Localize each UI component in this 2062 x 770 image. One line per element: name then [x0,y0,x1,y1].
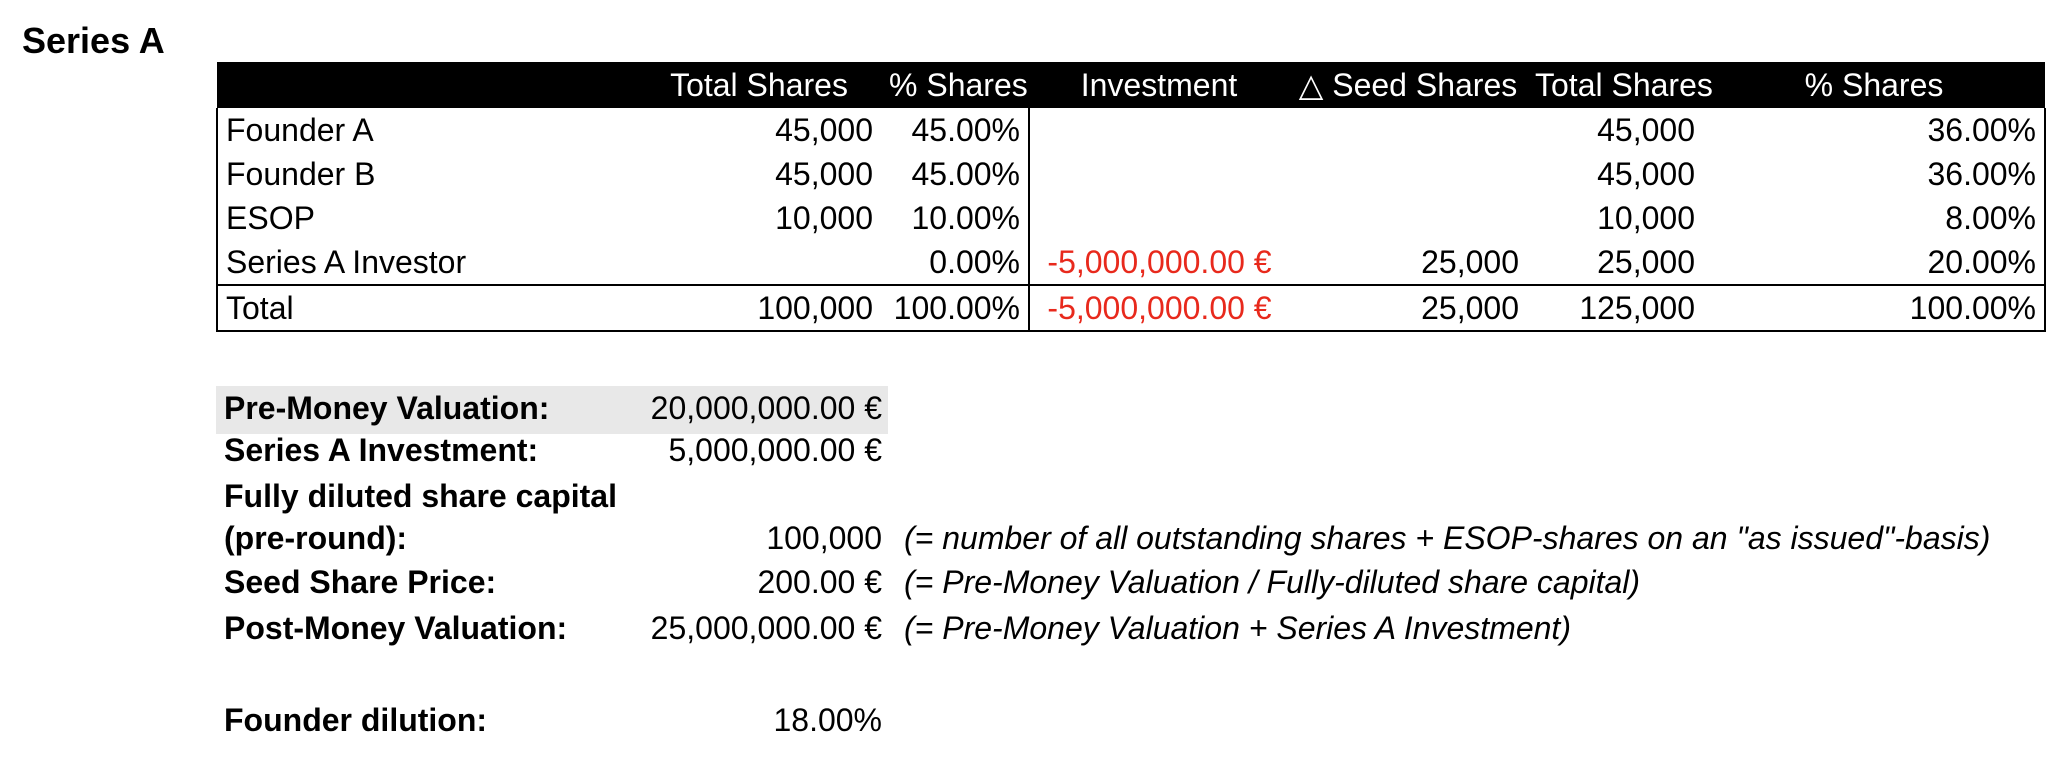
row-pct-shares-post: 36.00% [1703,108,2046,152]
total-total-shares: 100,000 [637,284,881,332]
header-empty [217,62,637,108]
row-name: Founder B [216,152,637,196]
table-header-row: Total Shares % Shares Investment △ Seed … [217,62,2045,108]
row-total-shares-post: 10,000 [1597,200,1695,236]
cap-table: Total Shares % Shares Investment △ Seed … [216,62,2046,332]
table-row: Founder A 45,000 45.00% 45,000 36.00% [216,108,2046,152]
header-total-shares: Total Shares [637,62,881,108]
row-total-shares: 45,000 [775,156,873,192]
total-pct-shares: 100.00% [881,284,1030,332]
row-pct-shares-post: 8.00% [1703,196,2046,240]
series-a-investment-value: 5,000,000.00 € [668,432,882,468]
row-total-shares-post: 45,000 [1597,156,1695,192]
row-pct-shares: 0.00% [881,240,1030,285]
row-pct-shares: 10.00% [881,196,1030,240]
total-total-shares-post: 125,000 [1527,284,1703,332]
row-investment [1029,196,1289,240]
row-total-shares: 45,000 [775,112,873,148]
table-total-row: Total 100,000 100.00% -5,000,000.00 € 25… [216,284,2046,332]
row-total-shares-post: 45,000 [1597,112,1695,148]
row-pct-shares-post: 20.00% [1703,240,2046,285]
table-row: ESOP 10,000 10.00% 10,000 8.00% [216,196,2046,240]
share-capital-value: 100,000 [766,520,882,556]
share-price-label: Seed Share Price: [224,564,497,600]
series-a-investment-label: Series A Investment: [224,432,539,468]
pre-money-label: Pre-Money Valuation: [224,390,550,426]
row-name: ESOP [216,196,637,240]
total-investment: -5,000,000.00 € [1029,284,1289,332]
row-total-shares [637,240,881,285]
share-capital-note: (= number of all outstanding shares + ES… [904,520,1991,556]
row-investment [1029,108,1289,152]
post-money-value: 25,000,000.00 € [650,610,882,646]
share-capital-label-1: Fully diluted share capital [224,478,617,514]
header-pct-shares-post: % Shares [1703,62,2045,108]
row-delta-seed [1289,196,1527,240]
header-investment: Investment [1029,62,1289,108]
total-pct-shares-post: 100.00% [1703,284,2046,332]
page-title: Series A [22,20,165,61]
row-investment: -5,000,000.00 € [1047,244,1272,280]
founder-dilution-label: Founder dilution: [224,702,488,738]
row-pct-shares-post: 36.00% [1703,152,2046,196]
row-total-shares: 10,000 [775,200,873,236]
table-row: Founder B 45,000 45.00% 45,000 36.00% [216,152,2046,196]
pre-money-highlight [216,386,888,434]
post-money-note: (= Pre-Money Valuation + Series A Invest… [904,610,1571,646]
header-delta-seed-shares: △ Seed Shares [1289,62,1527,108]
total-delta-seed: 25,000 [1289,284,1527,332]
share-price-note: (= Pre-Money Valuation / Fully-diluted s… [904,564,1641,600]
header-pct-shares: % Shares [881,62,1029,108]
row-delta-seed [1289,108,1527,152]
post-money-label: Post-Money Valuation: [224,610,568,646]
header-total-shares-post: Total Shares [1527,62,1713,108]
row-pct-shares: 45.00% [881,152,1030,196]
row-pct-shares: 45.00% [881,108,1030,152]
pre-money-value: 20,000,000.00 € [650,390,882,426]
total-name: Total [216,284,637,332]
row-delta-seed [1289,152,1527,196]
share-price-value: 200.00 € [757,564,882,600]
share-capital-label-2: (pre-round): [224,520,408,556]
founder-dilution-value: 18.00% [773,702,882,738]
row-delta-seed: 25,000 [1421,244,1519,280]
table-row: Series A Investor 0.00% -5,000,000.00 € … [216,240,2046,285]
row-total-shares-post: 25,000 [1597,244,1695,280]
row-name: Series A Investor [216,240,637,285]
row-name: Founder A [216,108,637,152]
row-investment [1029,152,1289,196]
